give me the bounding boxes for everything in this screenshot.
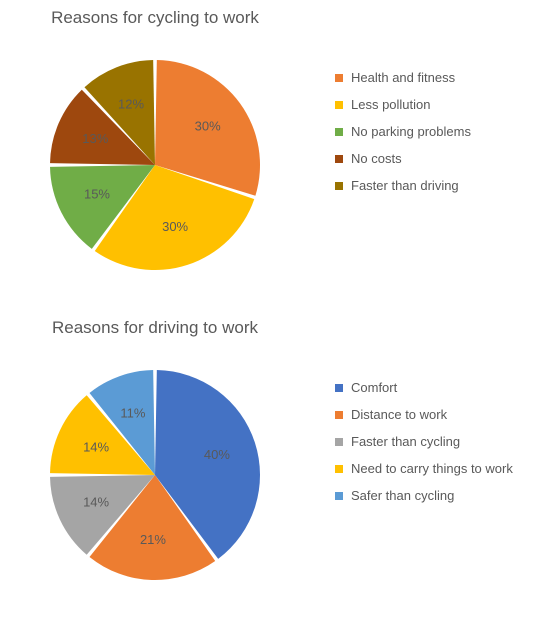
- driving-chart-section: Reasons for driving to work 40% 21% 14% 14%…: [0, 310, 540, 620]
- cycling-legend-label-4: Faster than driving: [351, 178, 459, 193]
- cycling-legend-item-2: No parking problems: [335, 124, 471, 139]
- driving-legend-swatch-1: [335, 411, 343, 419]
- cycling-legend-label-1: Less pollution: [351, 97, 431, 112]
- driving-slice-label-0: 40%: [204, 447, 230, 462]
- driving-legend-swatch-4: [335, 492, 343, 500]
- cycling-slice-label-3: 13%: [82, 131, 108, 146]
- cycling-slice-label-2: 15%: [84, 187, 110, 202]
- cycling-legend-swatch-0: [335, 74, 343, 82]
- cycling-legend-swatch-2: [335, 128, 343, 136]
- cycling-legend-label-3: No costs: [351, 151, 402, 166]
- driving-slice-label-3: 14%: [83, 439, 109, 454]
- driving-pie-svg: 40% 21% 14% 14% 11%: [15, 355, 295, 595]
- cycling-legend-label-0: Health and fitness: [351, 70, 455, 85]
- driving-legend-label-1: Distance to work: [351, 407, 447, 422]
- driving-legend-swatch-3: [335, 465, 343, 473]
- charts-container: Reasons for cycling to work 30% 30% 15% 13%…: [0, 0, 540, 620]
- driving-slice-label-2: 14%: [83, 495, 109, 510]
- driving-legend-item-2: Faster than cycling: [335, 434, 513, 449]
- cycling-slice-label-0: 30%: [195, 119, 221, 134]
- driving-slice-label-1: 21%: [140, 532, 166, 547]
- driving-slice-label-4: 11%: [120, 406, 145, 421]
- cycling-pie-svg: 30% 30% 15% 13% 12%: [15, 45, 295, 285]
- cycling-legend-item-3: No costs: [335, 151, 471, 166]
- driving-pie: 40% 21% 14% 14% 11%: [15, 355, 295, 600]
- driving-legend-label-2: Faster than cycling: [351, 434, 460, 449]
- cycling-legend-item-1: Less pollution: [335, 97, 471, 112]
- cycling-legend-swatch-4: [335, 182, 343, 190]
- cycling-legend-swatch-3: [335, 155, 343, 163]
- driving-legend-item-4: Safer than cycling: [335, 488, 513, 503]
- cycling-legend: Health and fitness Less pollution No parki…: [335, 70, 471, 205]
- cycling-chart-title: Reasons for cycling to work: [0, 0, 310, 34]
- cycling-legend-label-2: No parking problems: [351, 124, 471, 139]
- driving-legend-label-4: Safer than cycling: [351, 488, 454, 503]
- driving-legend-swatch-0: [335, 384, 343, 392]
- driving-legend: Comfort Distance to work Faster than cycli…: [335, 380, 513, 515]
- cycling-pie: 30% 30% 15% 13% 12%: [15, 45, 295, 290]
- cycling-chart-section: Reasons for cycling to work 30% 30% 15% 13%…: [0, 0, 540, 310]
- cycling-legend-item-0: Health and fitness: [335, 70, 471, 85]
- cycling-legend-item-4: Faster than driving: [335, 178, 471, 193]
- driving-legend-item-0: Comfort: [335, 380, 513, 395]
- cycling-legend-swatch-1: [335, 101, 343, 109]
- driving-legend-label-3: Need to carry things to work: [351, 461, 513, 476]
- cycling-slice-label-4: 12%: [118, 96, 144, 111]
- driving-legend-label-0: Comfort: [351, 380, 397, 395]
- driving-legend-item-3: Need to carry things to work: [335, 461, 513, 476]
- driving-chart-title: Reasons for driving to work: [0, 310, 310, 344]
- driving-legend-swatch-2: [335, 438, 343, 446]
- driving-legend-item-1: Distance to work: [335, 407, 513, 422]
- cycling-slice-label-1: 30%: [162, 219, 188, 234]
